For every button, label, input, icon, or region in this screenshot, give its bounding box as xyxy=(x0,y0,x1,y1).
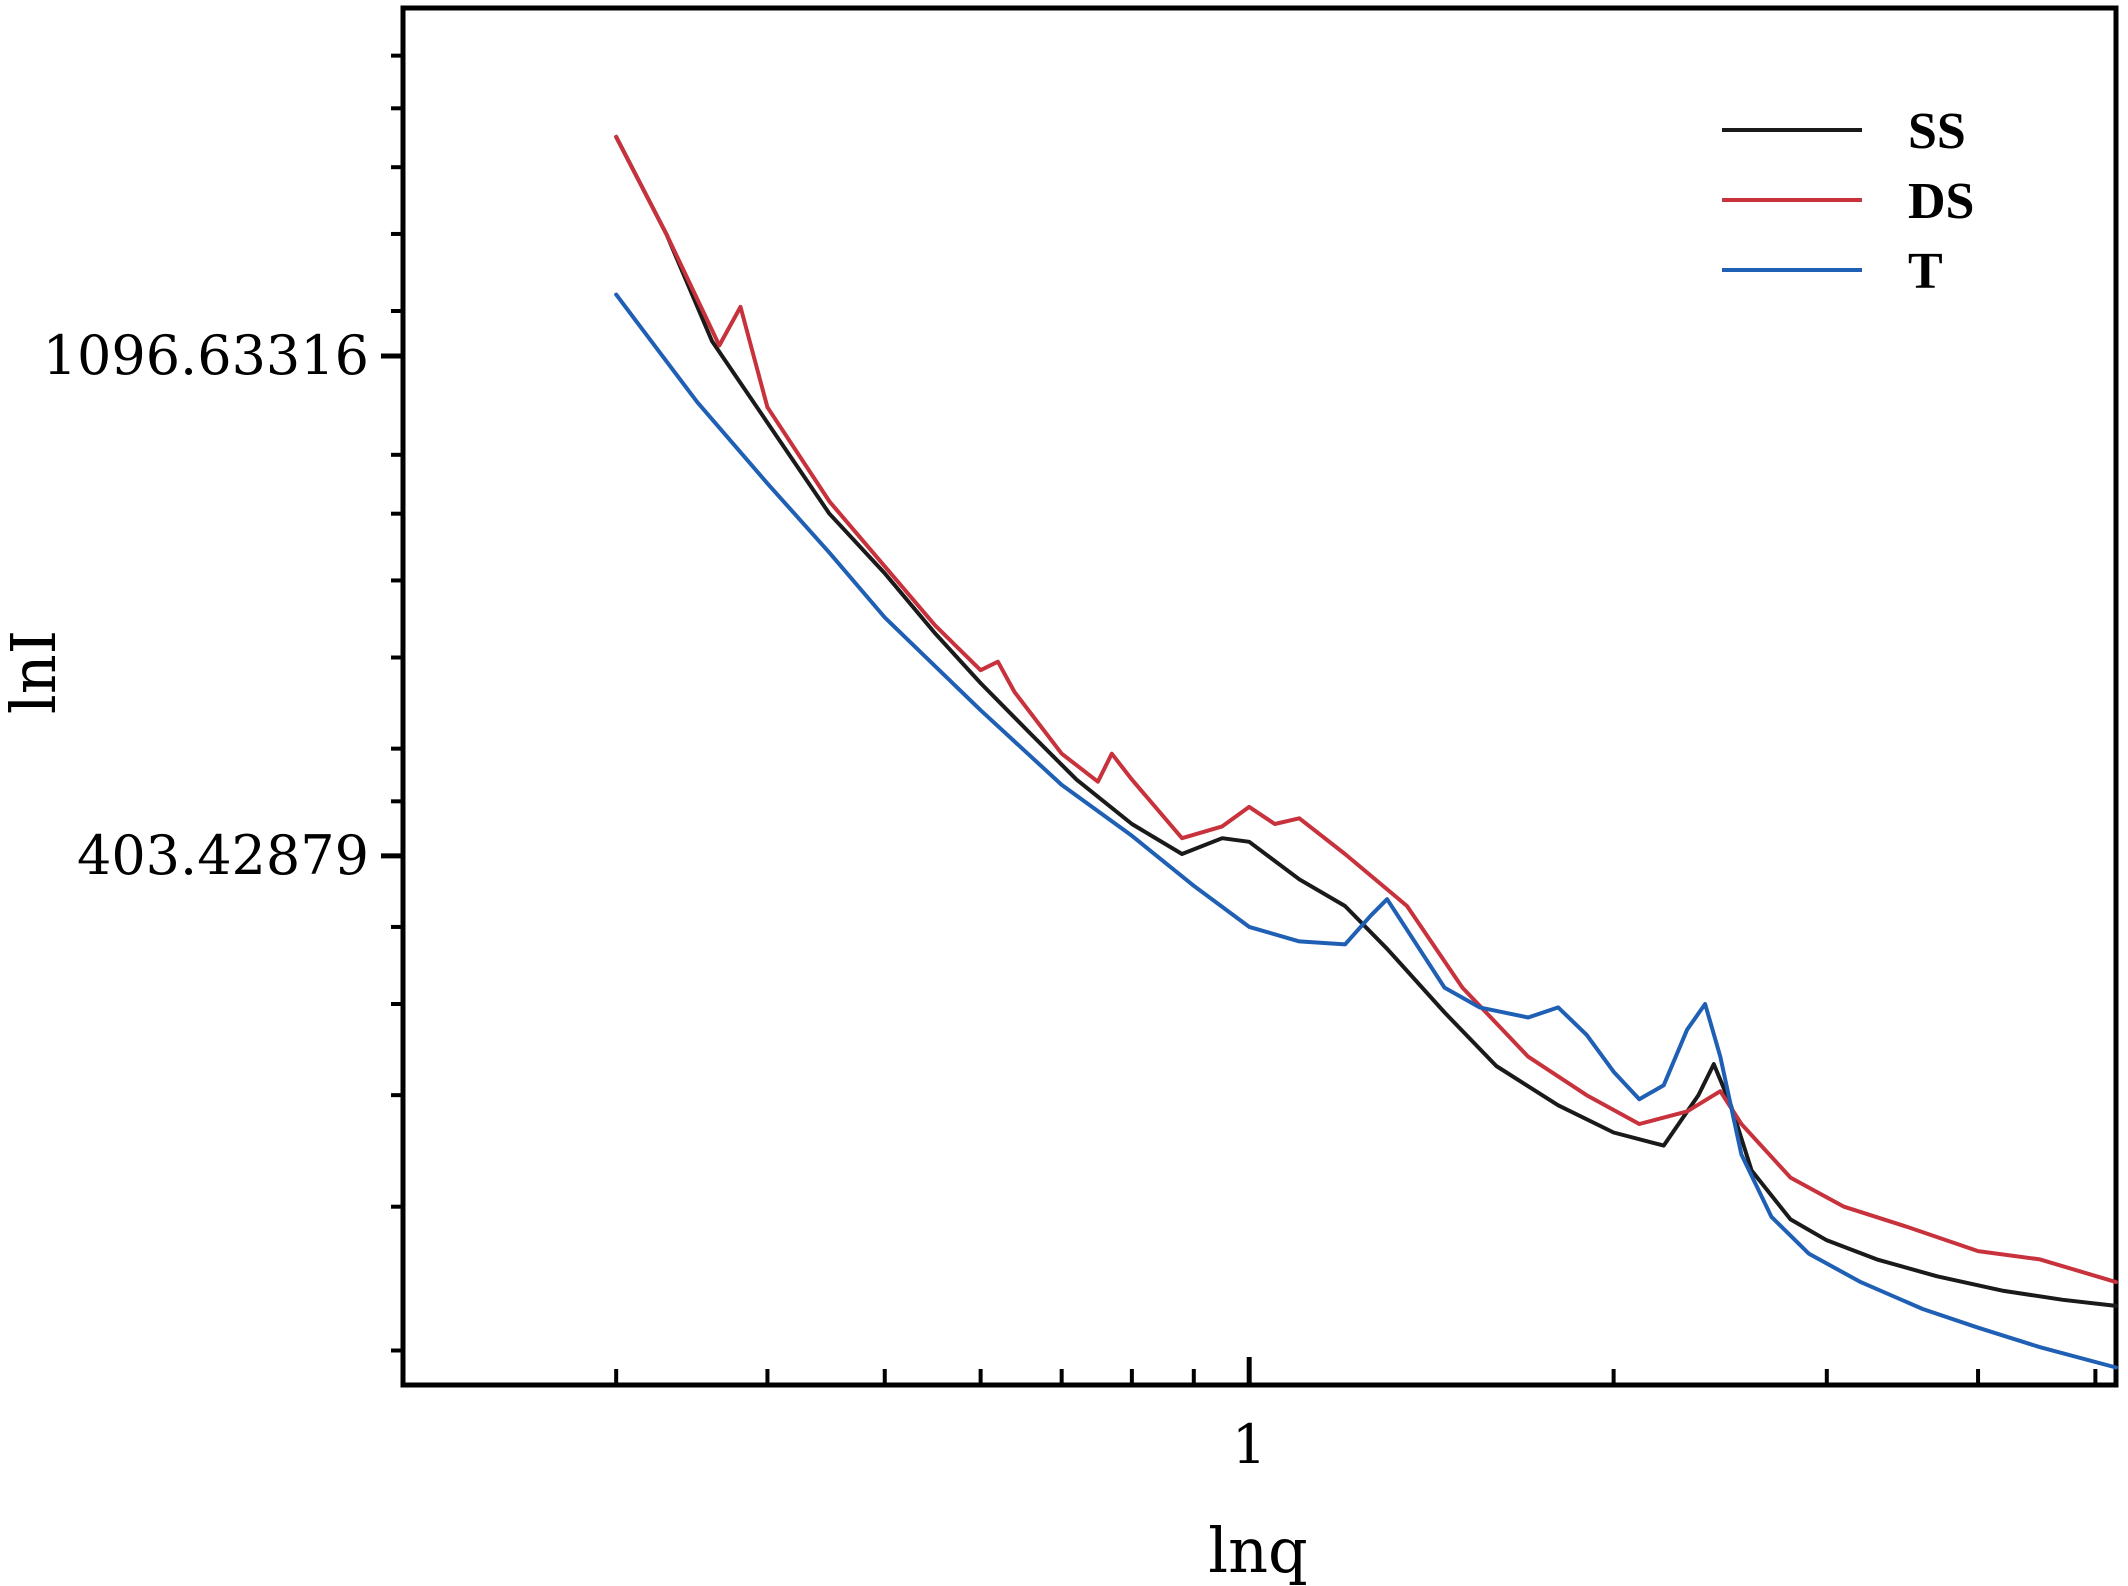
plot-frame xyxy=(400,5,2119,1388)
legend-label-ss: SS xyxy=(1908,103,1966,160)
x-minor-ticks xyxy=(614,1369,2098,1385)
x-axis-title: lnq xyxy=(1208,1514,1307,1586)
major-ticks xyxy=(381,353,1252,1385)
legend-label-t: T xyxy=(1908,243,1943,300)
legend-label-ds: DS xyxy=(1908,173,1974,230)
y-axis-title: lnI xyxy=(0,630,70,714)
y-tick-label: 1096.63316 xyxy=(43,324,369,387)
x-tick-label: 1 xyxy=(1232,1413,1266,1476)
y-tick-label: 403.42879 xyxy=(77,824,369,887)
y-minor-ticks xyxy=(391,53,403,1353)
series-line-t xyxy=(614,292,2118,1370)
series-layer xyxy=(614,134,2118,1370)
legend: SS DS T xyxy=(1722,103,1974,300)
series-line-ss xyxy=(614,134,2118,1308)
tick-labels: 1 403.42879 1096.63316 xyxy=(43,324,1267,1476)
series-line-ds xyxy=(614,134,2118,1285)
